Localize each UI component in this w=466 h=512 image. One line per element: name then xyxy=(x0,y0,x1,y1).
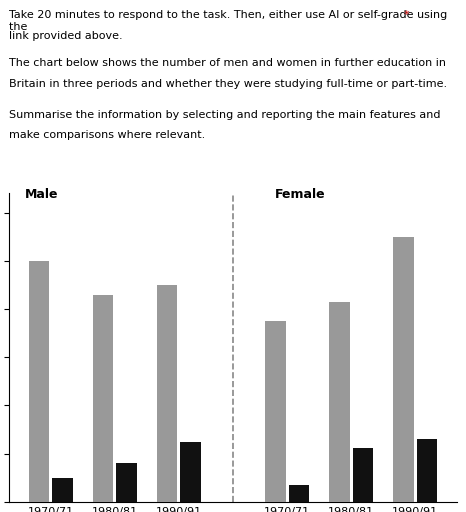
Bar xyxy=(353,447,373,502)
Bar xyxy=(265,321,286,502)
Bar xyxy=(29,261,49,502)
Text: Female: Female xyxy=(274,188,325,201)
Bar xyxy=(116,463,137,502)
Text: The chart below shows the number of men and women in further education in: The chart below shows the number of men … xyxy=(9,58,446,68)
Text: link provided above.: link provided above. xyxy=(9,31,123,41)
Text: Britain in three periods and whether they were studying full-time or part-time.: Britain in three periods and whether the… xyxy=(9,79,447,89)
Text: Male: Male xyxy=(25,188,59,201)
Text: Take 20 minutes to respond to the task. Then, either use AI or self-grade using : Take 20 minutes to respond to the task. … xyxy=(9,10,447,32)
Bar xyxy=(417,439,437,502)
Bar xyxy=(157,285,177,502)
Bar xyxy=(393,237,413,502)
Bar xyxy=(289,485,309,502)
Text: *: * xyxy=(404,10,410,20)
Bar xyxy=(329,302,350,502)
Bar xyxy=(180,441,201,502)
Text: make comparisons where relevant.: make comparisons where relevant. xyxy=(9,130,206,140)
Bar xyxy=(93,294,113,502)
Text: Summarise the information by selecting and reporting the main features and: Summarise the information by selecting a… xyxy=(9,110,441,120)
Bar xyxy=(53,478,73,502)
